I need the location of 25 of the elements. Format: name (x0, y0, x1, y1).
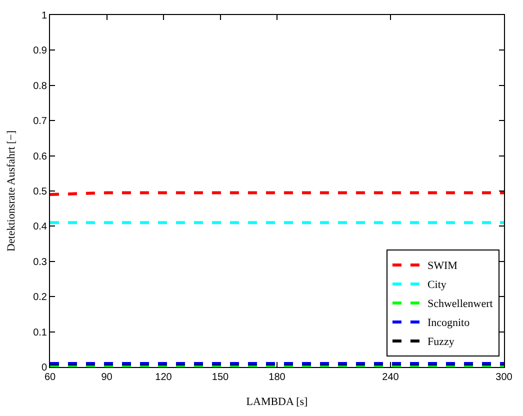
x-axis-title: LAMBDA [s] (246, 396, 308, 408)
x-tick-label: 300 (496, 372, 513, 383)
x-tick-label: 180 (268, 372, 286, 383)
x-tick-label: 150 (212, 372, 230, 383)
legend-label: Fuzzy (427, 336, 455, 348)
x-tick-label: 240 (382, 372, 400, 383)
y-axis-title: Detektionsrate Ausfahrt [−] (6, 130, 18, 252)
legend-label: Incognito (427, 317, 470, 330)
y-tick-label: 0.9 (33, 46, 48, 57)
y-tick-label: 0 (41, 362, 48, 374)
y-tick-label: 0.4 (33, 222, 48, 233)
legend-label: SWIM (427, 260, 458, 272)
y-tick-label: 0.2 (33, 292, 48, 304)
y-tick-label: 0.1 (33, 327, 48, 338)
y-tick-label: 0.5 (33, 186, 48, 198)
y-tick-label: 0.3 (33, 256, 48, 268)
x-tick-label: 90 (101, 372, 113, 383)
y-tick-label: 0.7 (33, 116, 48, 128)
x-tick-label: 120 (155, 372, 172, 383)
y-tick-label: 1 (41, 10, 48, 22)
y-tick-label: 0.8 (33, 80, 48, 92)
legend-label: City (427, 279, 447, 292)
x-tick-label: 60 (44, 372, 56, 383)
y-tick-label: 0.6 (33, 151, 48, 162)
legend-label: Schwellenwert (427, 298, 493, 310)
